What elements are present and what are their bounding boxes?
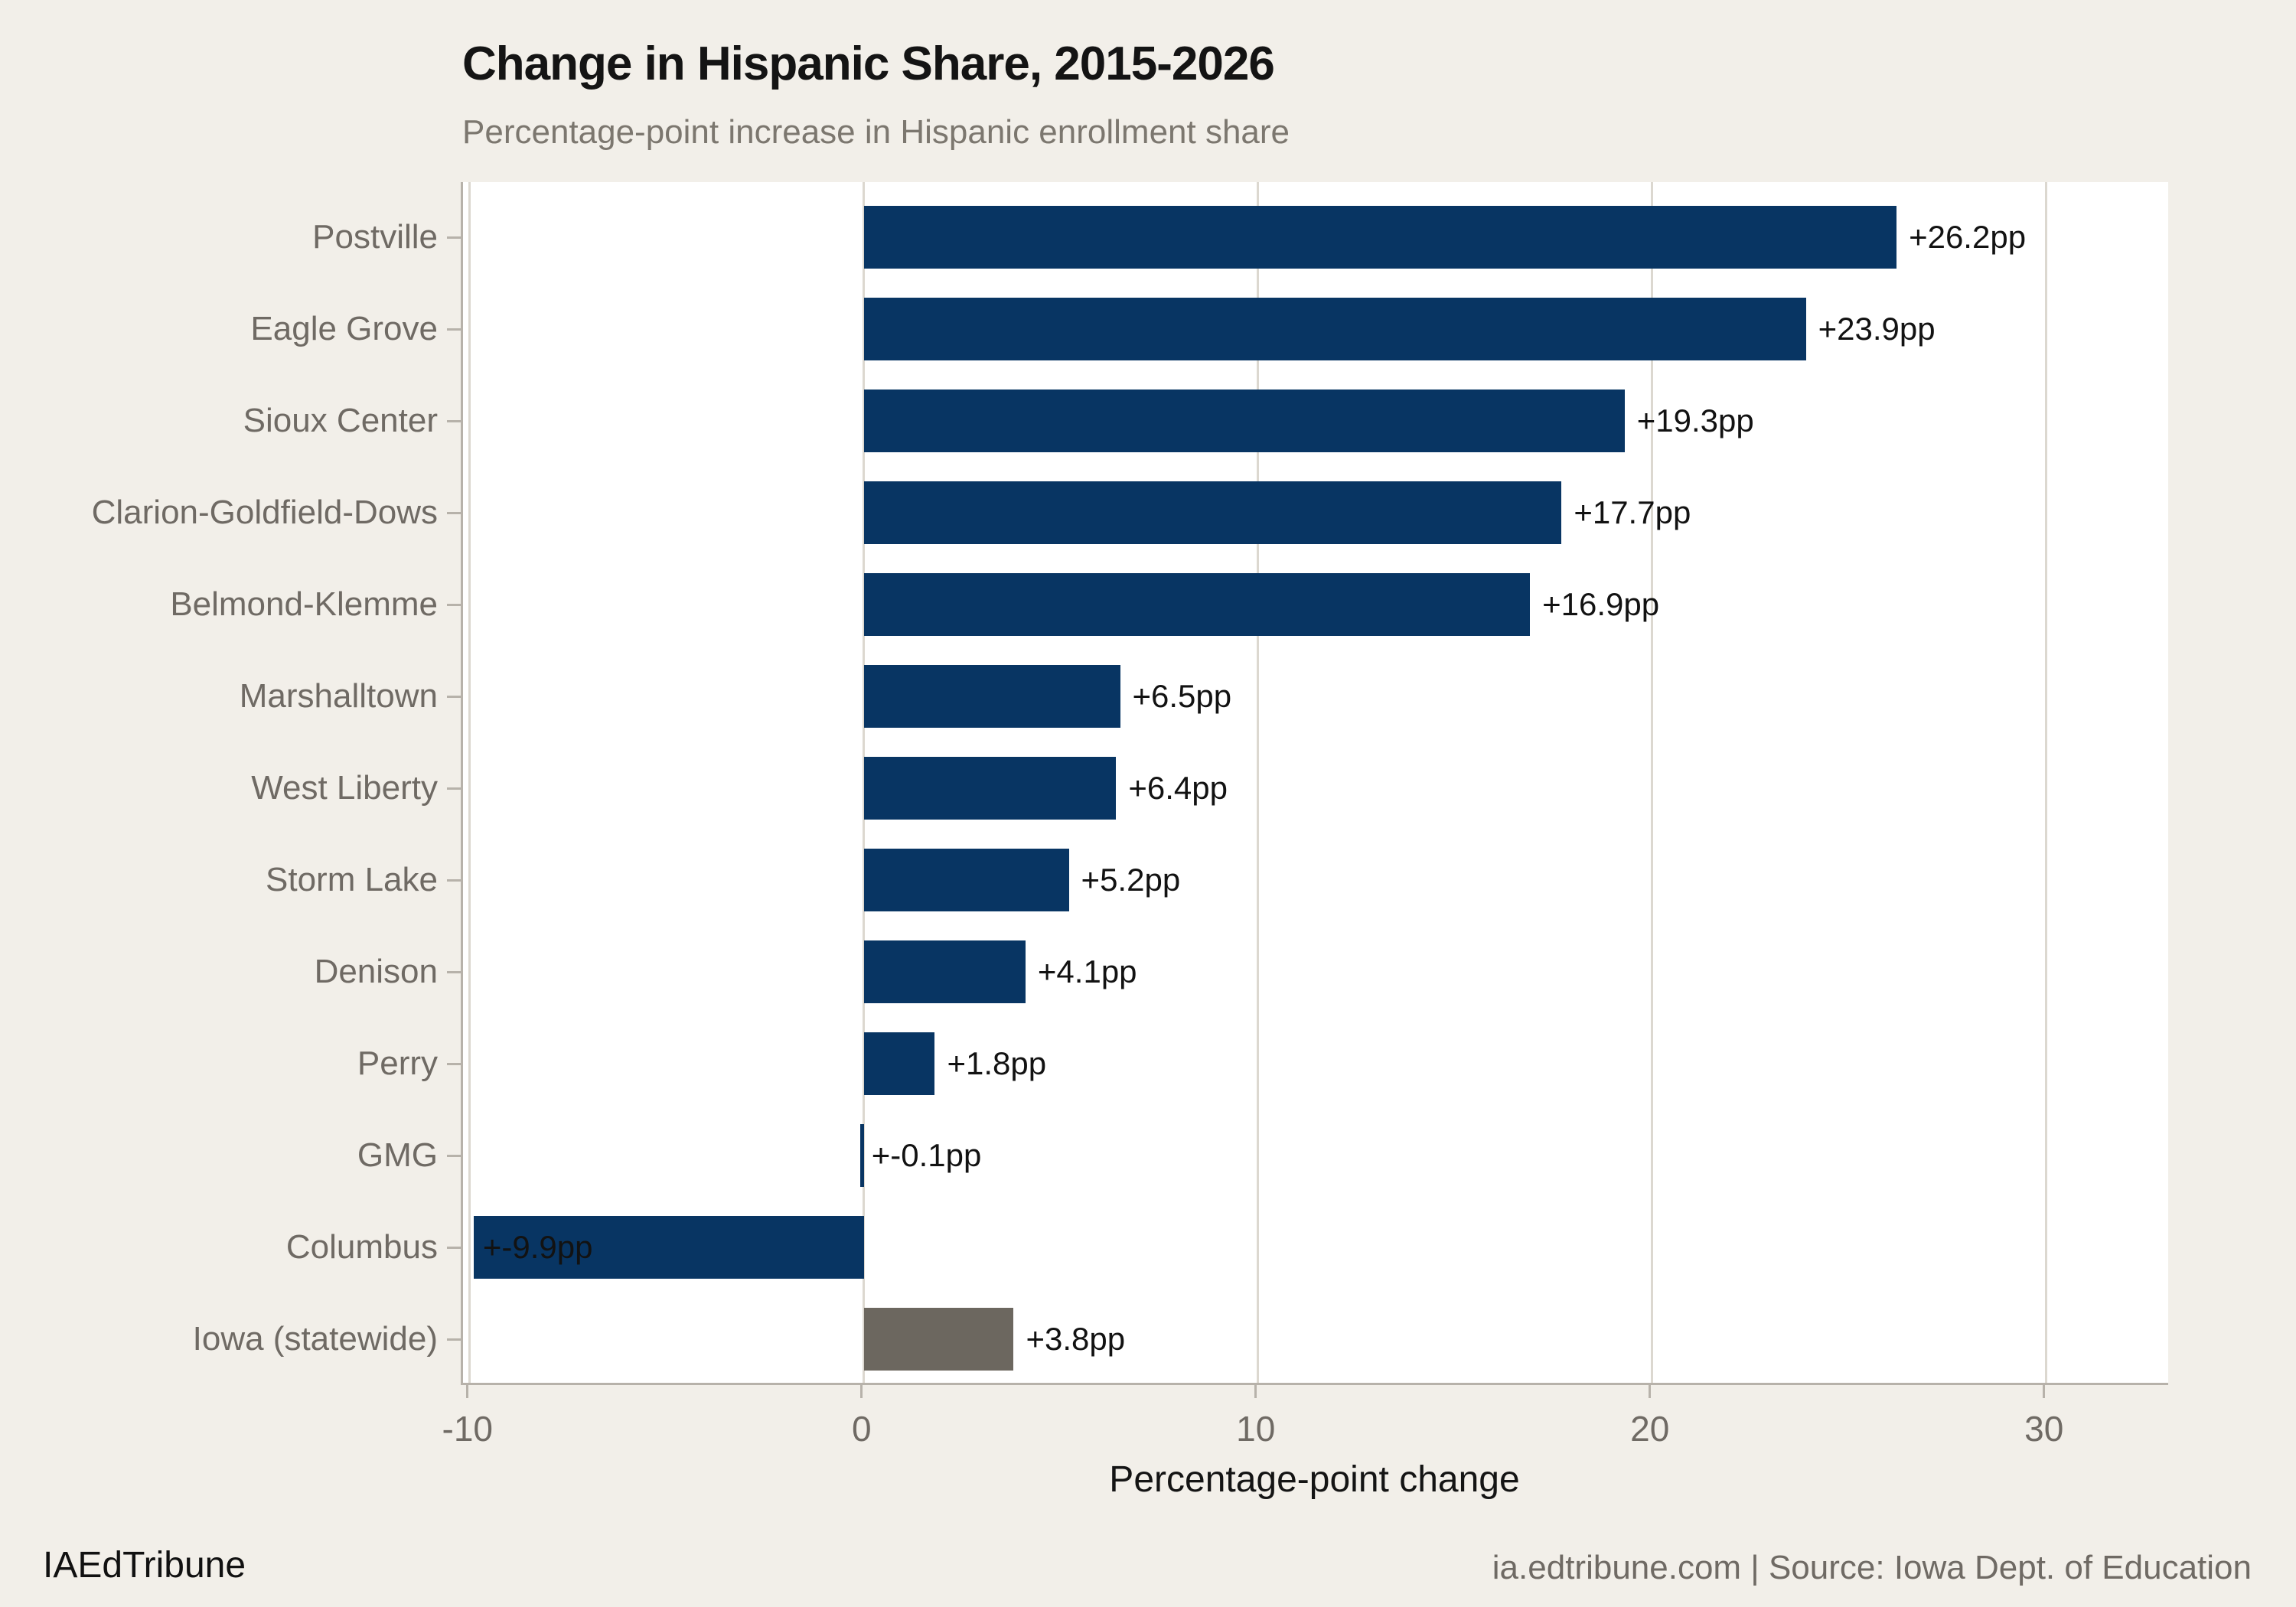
bar-denison [863,940,1026,1003]
category-label-denison: Denison [314,953,438,990]
bar-value-label: +-9.9pp [482,1229,593,1265]
bar-value-label: +-0.1pp [871,1137,982,1173]
category-label-belmond-klemme: Belmond-Klemme [170,585,438,623]
category-label-columbus: Columbus [285,1228,438,1266]
category-label-postville: Postville [312,218,438,256]
y-tick [447,603,461,606]
brand-label: IAEdTribune [43,1545,246,1586]
bar-marshalltown [863,665,1120,728]
y-tick [447,419,461,422]
chart-title: Change in Hispanic Share, 2015-2026 [462,37,1275,90]
y-tick [447,1246,461,1249]
category-label-west-liberty: West Liberty [251,769,438,807]
chart-subtitle: Percentage-point increase in Hispanic en… [462,113,1290,151]
x-gridline--10 [468,182,471,1383]
bar-value-label: +6.4pp [1128,770,1228,806]
plot-area: +26.2pp +23.9pp +19.3pp +17.7pp +16.9pp +6.5p… [461,182,2168,1385]
x-gridline-10 [1257,182,1260,1383]
category-label-marshalltown: Marshalltown [239,677,438,715]
bar-postville [863,206,1897,269]
category-label-sioux-center: Sioux Center [243,402,438,439]
category-label-perry: Perry [357,1045,438,1082]
y-tick [447,787,461,790]
y-tick [447,970,461,973]
bar-value-label: +17.7pp [1574,494,1691,530]
bar-value-label: +3.8pp [1026,1321,1126,1357]
x-tick-30 [2043,1385,2046,1398]
bar-sioux-center [863,390,1625,452]
x-tick-label-10: 10 [1236,1409,1276,1449]
bar-columbus [473,1216,864,1279]
x-gridline-30 [2045,182,2048,1383]
bar-value-label: +26.2pp [1909,219,2027,255]
source-attribution: ia.edtribune.com | Source: Iowa Dept. of… [1492,1549,2252,1586]
bar-value-label: +4.1pp [1037,953,1137,989]
y-tick [447,1338,461,1341]
x-tick-label-0: 0 [851,1409,872,1449]
y-tick [447,328,461,331]
bars-layer: +26.2pp +23.9pp +19.3pp +17.7pp +16.9pp +6.5p… [463,191,2168,1385]
bar-storm-lake [863,849,1069,911]
bar-value-label: +19.3pp [1636,403,1754,438]
bar-value-label: +16.9pp [1542,586,1660,622]
bar-value-label: +5.2pp [1081,862,1181,898]
x-tick-20 [1649,1385,1652,1398]
bar-perry [863,1032,935,1095]
y-tick [447,236,461,239]
bar-value-label: +1.8pp [947,1045,1047,1081]
bar-west-liberty [863,757,1117,820]
x-tick-0 [860,1385,863,1398]
y-tick [447,1062,461,1065]
x-tick--10 [466,1385,469,1398]
x-tick-label--10: -10 [442,1409,493,1449]
x-axis-title: Percentage-point change [1109,1459,1520,1500]
x-gridline-20 [1651,182,1654,1383]
bar-value-label: +6.5pp [1132,678,1232,714]
category-label-eagle-grove: Eagle Grove [250,310,438,347]
bar-clarion-goldfield-dows [863,481,1562,544]
bar-iowa-statewide- [863,1308,1014,1371]
y-tick [447,1154,461,1157]
y-tick [447,511,461,514]
bar-value-label: +23.9pp [1818,311,1936,347]
y-tick [447,878,461,882]
category-label-gmg: GMG [357,1136,438,1174]
y-tick [447,695,461,698]
x-tick-label-20: 20 [1630,1409,1670,1449]
x-tick-10 [1254,1385,1257,1398]
category-label-clarion-goldfield-dows: Clarion-Goldfield-Dows [91,494,438,531]
bar-eagle-grove [863,298,1806,360]
bar-belmond-klemme [863,573,1531,636]
category-label-iowa-statewide-: Iowa (statewide) [192,1320,438,1358]
x-tick-label-30: 30 [2024,1409,2064,1449]
bar-gmg [859,1124,864,1187]
category-label-storm-lake: Storm Lake [266,861,438,898]
